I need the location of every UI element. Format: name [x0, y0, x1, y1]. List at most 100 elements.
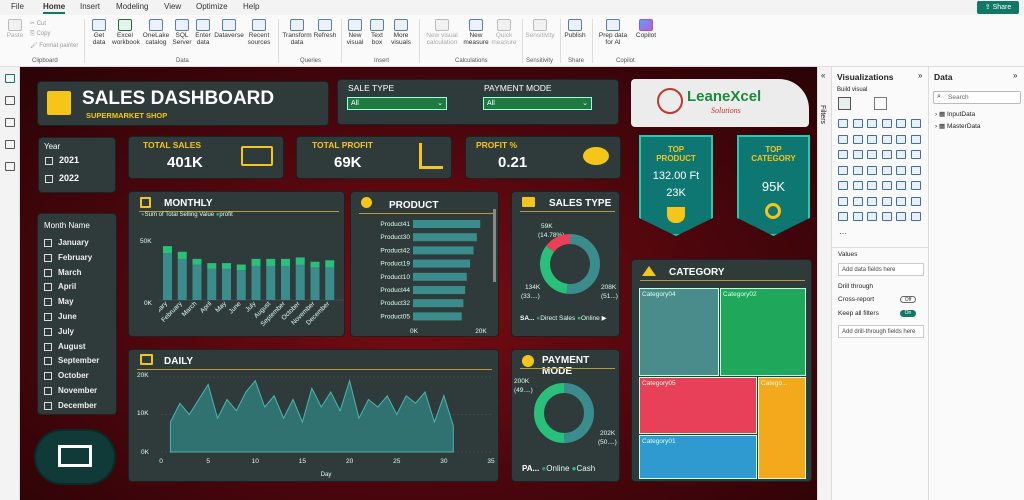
kpi-visual-icon[interactable]: [852, 181, 863, 190]
publish-button[interactable]: Publish: [563, 19, 587, 39]
stacked-bar-visual-icon[interactable]: [838, 119, 848, 128]
waterfall-visual-icon[interactable]: [838, 150, 848, 159]
power-apps-visual-icon[interactable]: [838, 212, 848, 221]
map-visual-icon[interactable]: [838, 165, 848, 175]
narrative-visual-icon[interactable]: [896, 196, 906, 206]
menu-help[interactable]: Help: [243, 2, 260, 11]
year-2021-checkbox[interactable]: [45, 157, 53, 165]
table-view-icon[interactable]: [5, 96, 15, 105]
share-button[interactable]: ⇪ Share: [977, 1, 1019, 14]
month-checkbox[interactable]: [44, 327, 52, 336]
slicer-visual-icon[interactable]: [867, 181, 877, 190]
gauge-visual-icon[interactable]: [896, 165, 906, 175]
report-view-icon[interactable]: [5, 74, 15, 83]
month-checkbox[interactable]: [44, 239, 52, 247]
custom-visual-icon[interactable]: [881, 212, 892, 221]
filters-pane-collapsed[interactable]: « Filters: [817, 67, 831, 500]
qa-visual-icon[interactable]: [881, 196, 892, 206]
collapse-icon[interactable]: »: [1013, 71, 1018, 80]
treemap-cell[interactable]: Category04: [639, 288, 719, 376]
drill-through-drop-field[interactable]: Add drill-through fields here: [838, 325, 924, 338]
line-clustered-visual-icon[interactable]: [896, 134, 906, 144]
menu-file[interactable]: File: [11, 2, 24, 11]
collapse-icon[interactable]: »: [918, 71, 923, 80]
stacked-column-visual-icon[interactable]: [852, 119, 863, 128]
new-measure-button[interactable]: New measure: [463, 19, 489, 46]
more-visuals-icon[interactable]: ···: [839, 229, 847, 238]
clustered-column-visual-icon[interactable]: [881, 119, 892, 128]
multi-card-visual-icon[interactable]: [838, 181, 848, 190]
month-checkbox[interactable]: [44, 283, 52, 292]
dataverse-button[interactable]: Dataverse: [214, 19, 244, 39]
copy-button[interactable]: ⎘ Copy: [30, 31, 51, 37]
paste-button[interactable]: Paste: [4, 19, 26, 39]
get-data-button[interactable]: Get data: [88, 19, 110, 46]
refresh-button[interactable]: Refresh: [313, 19, 337, 39]
values-drop-field[interactable]: Add data fields here: [838, 263, 924, 276]
card-visual-icon[interactable]: [910, 165, 921, 175]
ribbon-visual-icon[interactable]: [910, 134, 921, 144]
onelake-catalog-button[interactable]: OneLake catalog: [141, 19, 171, 46]
month-checkbox[interactable]: [44, 372, 52, 381]
keep-filters-toggle[interactable]: On: [900, 310, 916, 317]
clustered-bar-visual-icon[interactable]: [867, 119, 877, 128]
treemap-visual-icon[interactable]: [910, 150, 921, 159]
key-influencers-visual-icon[interactable]: [852, 196, 863, 206]
100-column-visual-icon[interactable]: [910, 119, 921, 128]
funnel-visual-icon[interactable]: [852, 150, 863, 159]
new-visual-button[interactable]: New visual: [345, 19, 365, 46]
month-checkbox[interactable]: [44, 387, 52, 395]
collapse-icon[interactable]: «: [821, 71, 826, 80]
scrollbar[interactable]: [493, 209, 496, 282]
treemap-cell[interactable]: Catego...: [758, 377, 806, 479]
line-column-visual-icon[interactable]: [881, 134, 892, 144]
donut-visual-icon[interactable]: [896, 150, 906, 159]
year-2022-checkbox[interactable]: [45, 175, 53, 183]
month-checkbox[interactable]: [44, 253, 52, 262]
model-view-icon[interactable]: [5, 118, 15, 127]
decomp-tree-visual-icon[interactable]: [867, 196, 877, 206]
stacked-area-visual-icon[interactable]: [867, 134, 877, 144]
more-visuals-button[interactable]: More visuals: [389, 19, 413, 46]
treemap-cell[interactable]: Category02: [720, 288, 806, 376]
prep-data-for-ai-button[interactable]: Prep data for AI: [595, 19, 631, 46]
cart-button[interactable]: [34, 429, 116, 485]
cut-button[interactable]: ✂ Cut: [30, 21, 47, 27]
shape-map-visual-icon[interactable]: [881, 165, 892, 175]
month-checkbox[interactable]: [44, 357, 52, 366]
fabric-visual-icon[interactable]: [910, 212, 921, 221]
dax-query-icon[interactable]: [5, 140, 15, 149]
menu-insert[interactable]: Insert: [80, 2, 101, 11]
month-checkbox[interactable]: [44, 313, 52, 321]
menu-optimize[interactable]: Optimize: [196, 2, 228, 11]
build-visual-icon[interactable]: [838, 97, 851, 110]
filled-map-visual-icon[interactable]: [852, 165, 863, 175]
quick-measure-button[interactable]: Quick measure: [490, 19, 518, 46]
cross-report-toggle[interactable]: Off: [900, 296, 916, 303]
python-visual-icon[interactable]: [838, 196, 848, 206]
r-visual-visual-icon[interactable]: [910, 181, 921, 190]
metrics-visual-icon[interactable]: [867, 212, 877, 221]
line-visual-icon[interactable]: [838, 134, 848, 144]
area-visual-icon[interactable]: [852, 134, 863, 144]
sql-server-button[interactable]: SQL Server: [172, 19, 192, 46]
sale-type-dropdown[interactable]: All ⌄: [347, 97, 447, 110]
more-visual-icon[interactable]: [896, 212, 906, 221]
format-painter-button[interactable]: 🖌 Format painter: [30, 43, 79, 49]
menu-modeling[interactable]: Modeling: [116, 2, 149, 11]
month-checkbox[interactable]: [44, 401, 52, 410]
paginated-visual-icon[interactable]: [910, 196, 921, 206]
scatter-visual-icon[interactable]: [867, 150, 877, 159]
format-visual-icon[interactable]: [874, 97, 887, 110]
100-bar-visual-icon[interactable]: [896, 119, 906, 128]
excel-workbook-button[interactable]: Excel workbook: [112, 19, 140, 46]
copilot-button[interactable]: Copilot: [634, 19, 658, 39]
data-search-input[interactable]: ⌕ Search: [933, 91, 1021, 104]
menu-view[interactable]: View: [164, 2, 182, 11]
sensitivity-button[interactable]: Sensitivity: [524, 19, 556, 39]
month-checkbox[interactable]: [44, 268, 52, 277]
text-box-button[interactable]: Text box: [367, 19, 387, 46]
menu-home[interactable]: Home: [43, 2, 66, 14]
treemap-cell[interactable]: Category05: [639, 377, 757, 434]
month-checkbox[interactable]: [44, 342, 52, 351]
